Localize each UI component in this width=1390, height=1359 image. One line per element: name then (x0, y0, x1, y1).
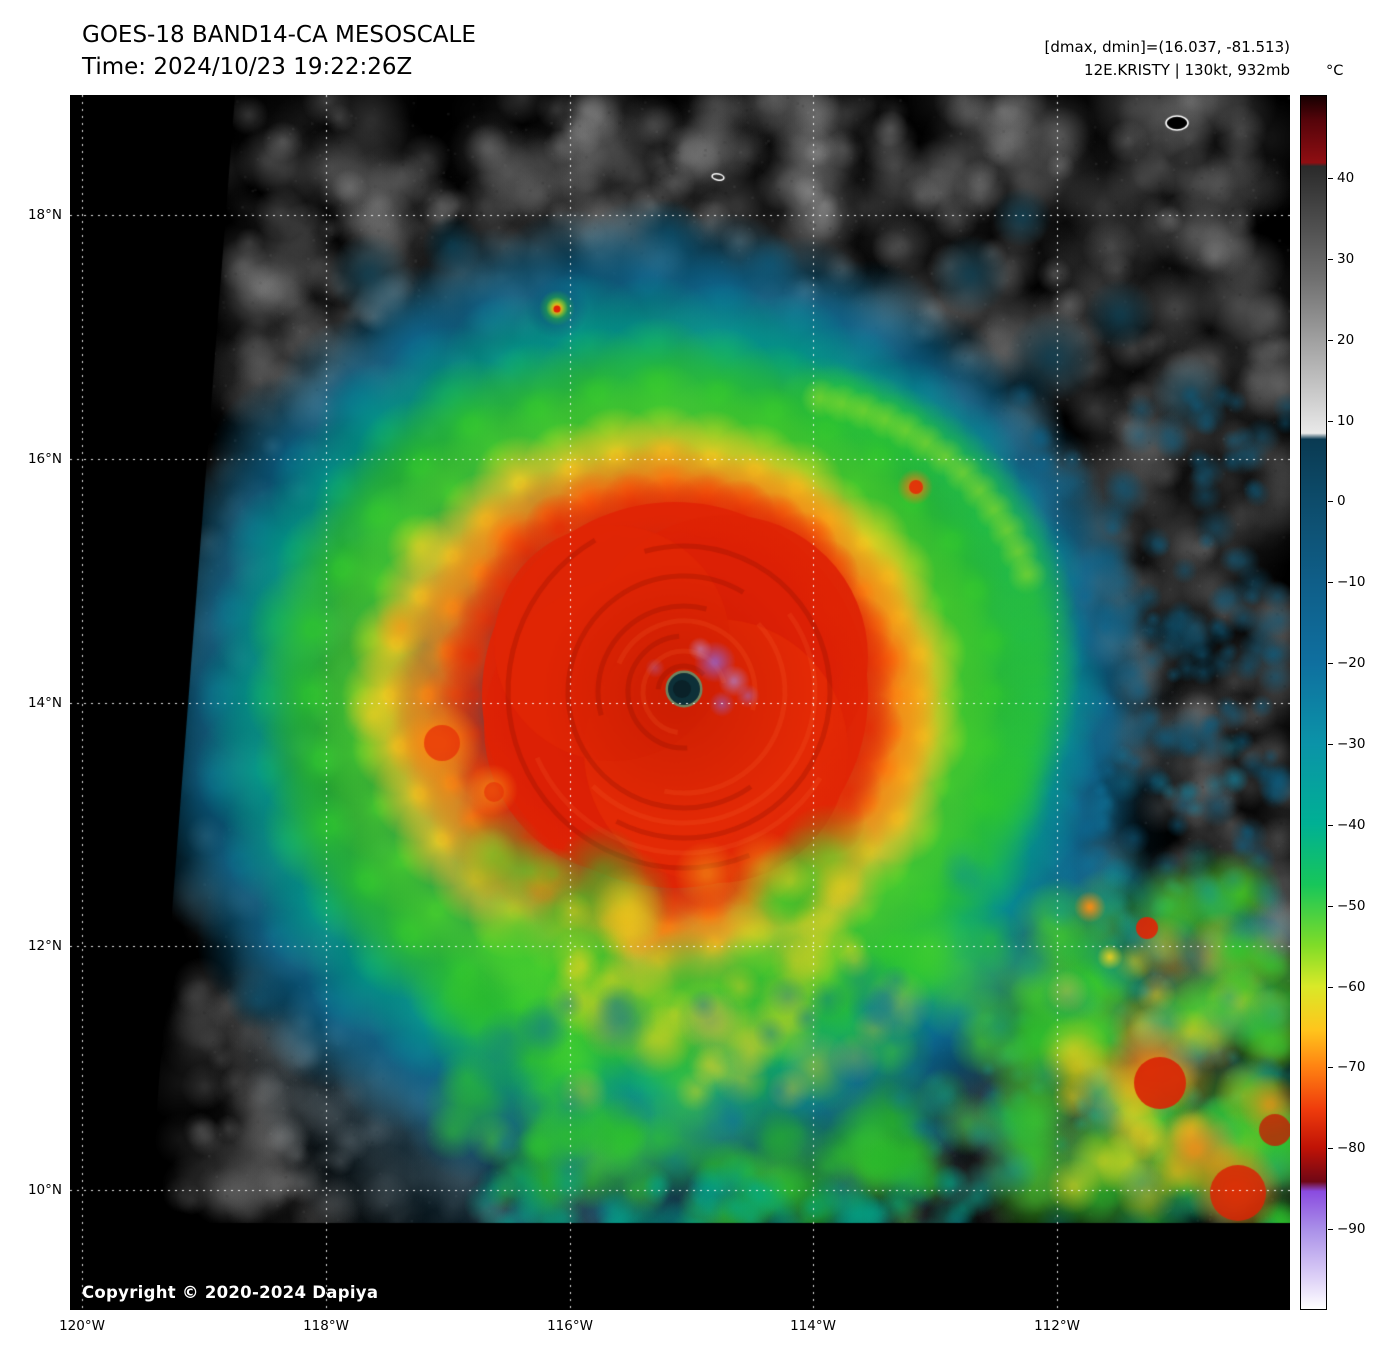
colorbar-tick-mark (1328, 987, 1333, 988)
colorbar-tick-mark (1328, 178, 1333, 179)
colorbar-tick-label: 30 (1337, 251, 1355, 267)
colorbar-gradient (1300, 95, 1327, 1310)
colorbar-unit-label: °C (1326, 63, 1344, 79)
longitude-label: 116°W (547, 1318, 593, 1334)
colorbar-tick-mark (1328, 663, 1333, 664)
colorbar-tick-label: 10 (1337, 413, 1355, 429)
latitude-label: 14°N (27, 695, 62, 711)
longitude-label: 112°W (1034, 1318, 1080, 1334)
colorbar-tick-label: 20 (1337, 332, 1355, 348)
colorbar-tick-label: −10 (1337, 574, 1366, 590)
colorbar-tick-mark (1328, 1067, 1333, 1068)
satellite-map-frame: Copyright © 2020-2024 Dapiya (70, 95, 1290, 1310)
annotation-block: [dmax, dmin]=(16.037, -81.513) 12E.KRIST… (1045, 36, 1290, 81)
colorbar-tick-mark (1328, 259, 1333, 260)
colorbar-tick-label: −20 (1337, 655, 1366, 671)
colorbar-tick-label: −60 (1337, 979, 1366, 995)
colorbar-tick-mark (1328, 1229, 1333, 1230)
colorbar-tick-label: −80 (1337, 1140, 1366, 1156)
longitude-label: 118°W (303, 1318, 349, 1334)
colorbar-tick-label: −90 (1337, 1221, 1366, 1237)
image-timestamp: Time: 2024/10/23 19:22:26Z (82, 54, 413, 80)
latitude-label: 10°N (27, 1182, 62, 1198)
longitude-label: 120°W (59, 1318, 105, 1334)
dmax-dmin-annotation: [dmax, dmin]=(16.037, -81.513) (1044, 38, 1290, 56)
latitude-label: 16°N (27, 451, 62, 467)
colorbar-tick-mark (1328, 340, 1333, 341)
storm-info-annotation: 12E.KRISTY | 130kt, 932mb (1084, 60, 1290, 79)
image-title: GOES-18 BAND14-CA MESOSCALE (82, 22, 476, 48)
colorbar-tick-mark (1328, 906, 1333, 907)
colorbar-tick-label: −70 (1337, 1059, 1366, 1075)
longitude-label: 114°W (790, 1318, 836, 1334)
latitude-label: 12°N (27, 938, 62, 954)
colorbar-tick-label: 40 (1337, 170, 1355, 186)
copyright-watermark: Copyright © 2020-2024 Dapiya (82, 1283, 379, 1302)
colorbar-tick-label: 0 (1337, 493, 1346, 509)
colorbar-tick-mark (1328, 582, 1333, 583)
satellite-infrared-image (70, 95, 1290, 1310)
colorbar-tick-label: −50 (1337, 898, 1366, 914)
colorbar-tick-mark (1328, 501, 1333, 502)
colorbar-tick-label: −40 (1337, 817, 1366, 833)
colorbar-tick-mark (1328, 744, 1333, 745)
colorbar-tick-mark (1328, 1148, 1333, 1149)
colorbar-tick-mark (1328, 421, 1333, 422)
colorbar-tick-label: −30 (1337, 736, 1366, 752)
colorbar-tick-mark (1328, 825, 1333, 826)
latitude-label: 18°N (27, 207, 62, 223)
